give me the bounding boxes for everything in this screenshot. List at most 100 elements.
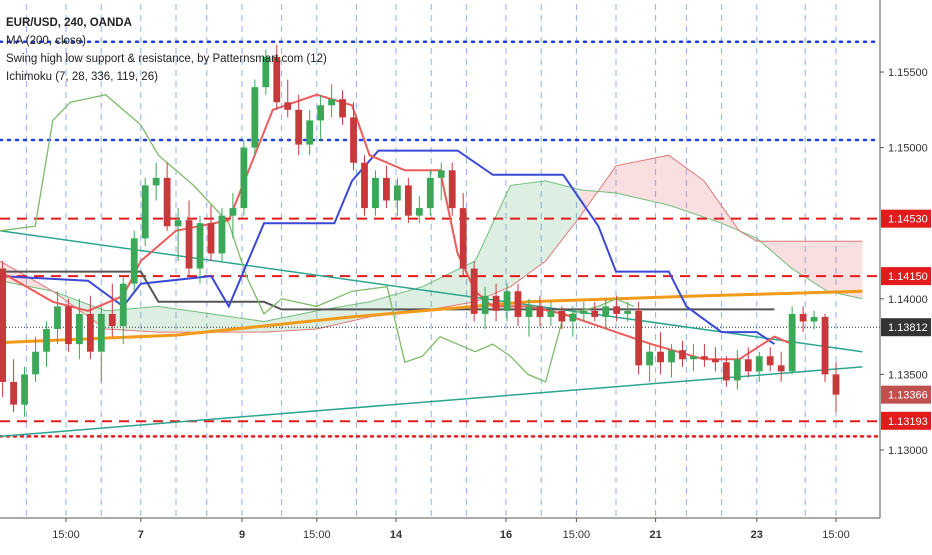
cloud-segment — [827, 241, 863, 299]
trendline — [0, 230, 863, 353]
trendline — [0, 366, 863, 438]
candle-body — [415, 208, 423, 216]
candle-body — [690, 356, 697, 360]
candle-body — [624, 310, 632, 314]
chikou-line — [0, 93, 634, 383]
candle-body — [569, 313, 577, 322]
candle-body — [668, 350, 675, 363]
candle-body — [229, 208, 237, 216]
y-tick-label: 1.15000 — [888, 143, 928, 155]
candle-body — [372, 177, 379, 209]
price-label-text: 1.13812 — [888, 322, 928, 334]
candle-body — [613, 306, 621, 314]
price-label-box — [881, 209, 931, 228]
candle-body — [350, 117, 357, 163]
candle-body — [306, 120, 314, 145]
candle-body — [262, 56, 270, 88]
candle-body — [328, 99, 335, 106]
cloud-segment — [422, 261, 476, 311]
price-label-box — [881, 318, 931, 337]
candle-body — [788, 313, 796, 372]
cloud-segment — [475, 185, 511, 302]
candle-body — [832, 374, 840, 395]
price-label-box — [881, 267, 931, 286]
candle-body — [10, 381, 18, 405]
candle-body — [547, 310, 555, 317]
candle-body — [722, 362, 730, 381]
candle-body — [361, 162, 368, 209]
legend-swing[interactable]: Swing high low support & resistance, by … — [6, 53, 327, 65]
candle-body — [777, 365, 785, 372]
candle-body — [810, 316, 818, 322]
legend-ma[interactable]: MA (200, close) — [6, 35, 86, 47]
candle-body — [514, 291, 522, 317]
candle-body — [602, 306, 610, 317]
legend-symbol[interactable]: EUR/USD, 240, OANDA — [6, 17, 132, 29]
y-tick-label: 1.13000 — [888, 445, 928, 457]
candle-body — [119, 283, 127, 327]
candle-body — [207, 223, 215, 254]
candle-body — [766, 356, 774, 366]
indicator-lines — [0, 93, 863, 438]
candle-body — [317, 105, 325, 121]
cloud-segment — [704, 180, 722, 224]
legend-ichimoku[interactable]: Ichimoku (7, 28, 336, 119, 26) — [6, 71, 158, 83]
senkou-a-line — [0, 180, 863, 323]
candle-body — [21, 374, 28, 405]
candle-body — [339, 99, 346, 118]
candle-body — [0, 268, 7, 382]
x-tick-label: 14 — [390, 529, 403, 541]
candle-body — [295, 109, 303, 145]
candle-body — [591, 310, 599, 317]
candle-body — [240, 147, 248, 209]
candle-body — [635, 310, 643, 366]
candle-body — [470, 268, 478, 314]
candle-body — [426, 177, 434, 209]
cloud-segment — [105, 306, 159, 333]
x-tick-label: 9 — [239, 529, 245, 541]
tenkan-line — [0, 93, 793, 361]
x-tick-label: 7 — [138, 529, 144, 541]
x-tick-label: 15:00 — [52, 529, 80, 541]
x-tick-label: 15:00 — [563, 529, 591, 541]
level-lines — [0, 40, 882, 438]
candle-body — [174, 220, 182, 227]
candle-body — [799, 313, 807, 322]
candle-body — [481, 295, 489, 314]
candles — [0, 44, 840, 417]
candle-body — [459, 208, 467, 269]
price-label-text: 1.13366 — [888, 390, 928, 402]
candle-body — [448, 170, 456, 209]
price-label-text: 1.14150 — [888, 271, 928, 283]
candle-body — [32, 351, 39, 375]
candle-body — [97, 313, 105, 352]
candle-body — [821, 316, 829, 375]
candle-body — [130, 238, 138, 284]
candle-body — [437, 170, 445, 178]
candle-body — [525, 306, 533, 317]
price-label-box — [881, 411, 931, 430]
candle-body — [43, 329, 50, 352]
candle-body — [163, 177, 171, 227]
candle-body — [218, 215, 226, 254]
y-tick-label: 1.15500 — [888, 67, 928, 79]
cloud-segment — [668, 155, 704, 218]
price-label-text: 1.14530 — [888, 214, 928, 226]
ichimoku-cloud — [0, 154, 863, 333]
x-tick-label: 21 — [649, 529, 661, 541]
candle-body — [558, 310, 566, 322]
x-tick-label: 23 — [751, 529, 763, 541]
candle-body — [733, 359, 741, 381]
y-tick-label: 1.14000 — [888, 294, 928, 306]
candle-body — [185, 220, 193, 269]
kijun-line — [0, 149, 775, 345]
candle-body — [393, 185, 401, 201]
candle-body — [196, 223, 204, 269]
price-labels: 1.14530 1.14150 1.13812 1.13366 1.13193 — [881, 209, 931, 430]
price-label-text: 1.13193 — [888, 416, 928, 428]
cloud-segment — [616, 155, 669, 206]
candle-body — [503, 291, 511, 311]
x-tick-label: 15:00 — [303, 529, 331, 541]
